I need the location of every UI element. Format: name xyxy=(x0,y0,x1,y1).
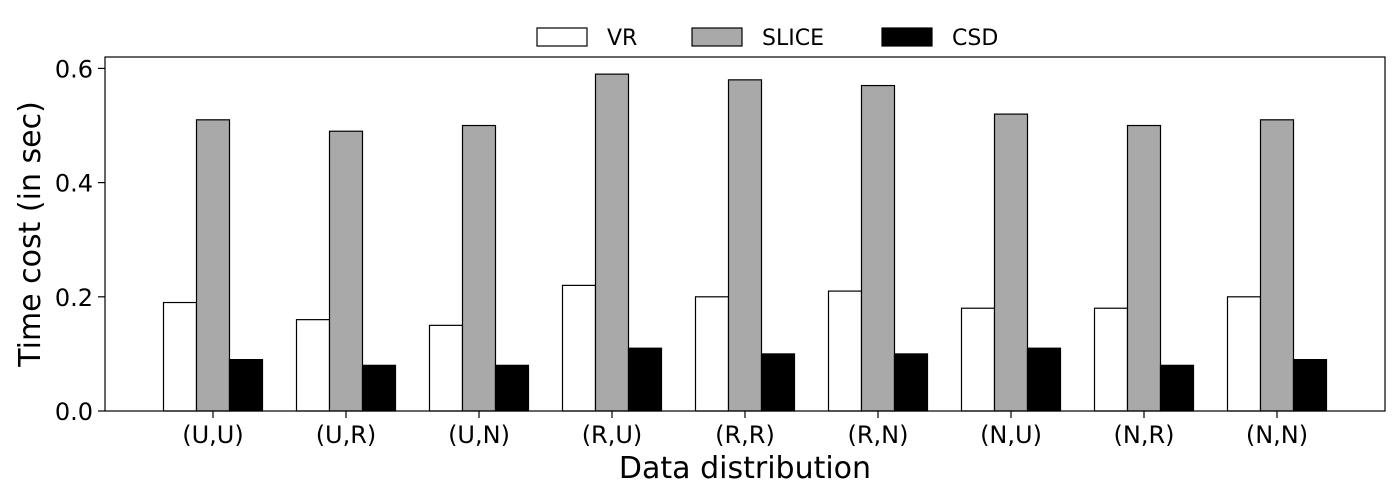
legend-label-vr: VR xyxy=(607,26,637,51)
bar-slice-6 xyxy=(993,113,1029,412)
bar-slice-0 xyxy=(195,119,231,412)
bar-csd-7 xyxy=(1159,364,1195,412)
bar-slice-2 xyxy=(461,124,497,412)
bar-csd-3 xyxy=(627,347,663,412)
x-tick-label: (N,N) xyxy=(1246,421,1308,449)
bar-slice-5 xyxy=(860,84,896,412)
legend: VR SLICE CSD xyxy=(536,26,998,51)
bar-vr-7 xyxy=(1093,307,1129,412)
x-tick-label: (U,U) xyxy=(182,421,244,449)
bar-vr-3 xyxy=(561,284,597,412)
legend-label-slice: SLICE xyxy=(762,26,824,51)
bars xyxy=(162,73,1328,412)
legend-label-csd: CSD xyxy=(952,26,998,51)
bar-csd-8 xyxy=(1292,359,1328,412)
bar-csd-4 xyxy=(760,353,796,412)
bar-csd-2 xyxy=(494,364,530,412)
y-tick-label: 0.6 xyxy=(55,55,93,83)
bar-vr-4 xyxy=(694,296,730,412)
x-axis-label: Data distribution xyxy=(619,451,871,486)
bar-vr-5 xyxy=(827,290,863,412)
legend-swatch-vr xyxy=(536,27,588,47)
bar-csd-0 xyxy=(228,359,264,412)
y-tick-label: 0.2 xyxy=(55,284,93,312)
legend-swatch-slice xyxy=(691,27,743,47)
bar-vr-2 xyxy=(428,324,464,412)
bar-csd-5 xyxy=(893,353,929,412)
y-axis-label: Time cost (in sec) xyxy=(13,101,48,368)
x-tick-label: (U,R) xyxy=(316,421,377,449)
x-tick-label: (N,R) xyxy=(1114,421,1175,449)
x-tick-label: (R,N) xyxy=(848,421,909,449)
legend-swatch-csd xyxy=(881,27,933,47)
x-tick-label: (R,U) xyxy=(582,421,643,449)
bar-slice-4 xyxy=(727,79,763,412)
bar-csd-1 xyxy=(361,364,397,412)
bar-csd-6 xyxy=(1026,347,1062,412)
bar-vr-1 xyxy=(295,319,331,412)
x-axis: (U,U) (U,R) (U,N) (R,U) (R,R) (R,N) (N,U) (N,R)… xyxy=(182,411,1308,449)
y-axis: 0.0 0.2 0.4 0.6 xyxy=(55,55,105,426)
y-tick-label: 0.0 xyxy=(55,398,93,426)
bar-vr-8 xyxy=(1226,296,1262,412)
x-tick-label: (R,R) xyxy=(715,421,775,449)
y-tick-label: 0.4 xyxy=(55,170,93,198)
bar-vr-0 xyxy=(162,301,198,412)
x-tick-label: (U,N) xyxy=(448,421,510,449)
bar-slice-8 xyxy=(1259,119,1295,412)
bar-slice-7 xyxy=(1126,124,1162,412)
bar-vr-6 xyxy=(960,307,996,412)
bar-slice-1 xyxy=(328,130,364,412)
x-tick-label: (N,U) xyxy=(980,421,1042,449)
bar-slice-3 xyxy=(594,73,630,412)
